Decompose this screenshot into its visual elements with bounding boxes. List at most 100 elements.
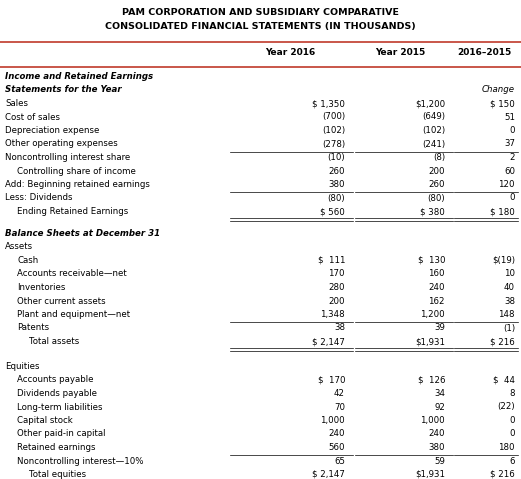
Text: (80): (80) bbox=[427, 194, 445, 203]
Text: $ 2,147: $ 2,147 bbox=[312, 470, 345, 479]
Text: $ 560: $ 560 bbox=[320, 207, 345, 216]
Text: $1,931: $1,931 bbox=[415, 337, 445, 346]
Text: 1,200: 1,200 bbox=[420, 310, 445, 319]
Text: (278): (278) bbox=[322, 139, 345, 148]
Text: 160: 160 bbox=[428, 270, 445, 278]
Text: 40: 40 bbox=[504, 283, 515, 292]
Text: Less: Dividends: Less: Dividends bbox=[5, 194, 72, 203]
Text: $  126: $ 126 bbox=[417, 376, 445, 385]
Text: 38: 38 bbox=[504, 297, 515, 306]
Text: 180: 180 bbox=[499, 443, 515, 452]
Text: 59: 59 bbox=[434, 456, 445, 466]
Text: Total assets: Total assets bbox=[29, 337, 79, 346]
Text: 380: 380 bbox=[428, 443, 445, 452]
Text: $  44: $ 44 bbox=[493, 376, 515, 385]
Text: $1,200: $1,200 bbox=[415, 99, 445, 108]
Text: (1): (1) bbox=[503, 323, 515, 332]
Text: Controlling share of income: Controlling share of income bbox=[17, 167, 136, 175]
Text: 70: 70 bbox=[334, 402, 345, 411]
Text: 10: 10 bbox=[504, 270, 515, 278]
Text: Statements for the Year: Statements for the Year bbox=[5, 85, 121, 94]
Text: Add: Beginning retained earnings: Add: Beginning retained earnings bbox=[5, 180, 150, 189]
Text: (22): (22) bbox=[498, 402, 515, 411]
Text: $(19): $(19) bbox=[492, 256, 515, 265]
Text: 92: 92 bbox=[434, 402, 445, 411]
Text: Depreciation expense: Depreciation expense bbox=[5, 126, 100, 135]
Text: 39: 39 bbox=[434, 323, 445, 332]
Text: (102): (102) bbox=[322, 126, 345, 135]
Text: Retained earnings: Retained earnings bbox=[17, 443, 95, 452]
Text: 2016–2015: 2016–2015 bbox=[457, 48, 511, 57]
Text: 0: 0 bbox=[510, 430, 515, 438]
Text: Ending Retained Earnings: Ending Retained Earnings bbox=[17, 207, 128, 216]
Text: Year 2015: Year 2015 bbox=[375, 48, 425, 57]
Text: (700): (700) bbox=[322, 113, 345, 122]
Text: Equities: Equities bbox=[5, 362, 40, 371]
Text: Long-term liabilities: Long-term liabilities bbox=[17, 402, 103, 411]
Text: Accounts payable: Accounts payable bbox=[17, 376, 93, 385]
Text: (10): (10) bbox=[327, 153, 345, 162]
Text: 51: 51 bbox=[504, 113, 515, 122]
Text: 240: 240 bbox=[428, 430, 445, 438]
Text: 162: 162 bbox=[428, 297, 445, 306]
Text: 0: 0 bbox=[510, 416, 515, 425]
Text: (241): (241) bbox=[422, 139, 445, 148]
Text: Other current assets: Other current assets bbox=[17, 297, 106, 306]
Text: $ 150: $ 150 bbox=[490, 99, 515, 108]
Text: $ 216: $ 216 bbox=[490, 337, 515, 346]
Text: Other paid-in capital: Other paid-in capital bbox=[17, 430, 105, 438]
Text: Total equities: Total equities bbox=[29, 470, 86, 479]
Text: Inventories: Inventories bbox=[17, 283, 65, 292]
Text: 200: 200 bbox=[428, 167, 445, 175]
Text: Sales: Sales bbox=[5, 99, 28, 108]
Text: Balance Sheets at December 31: Balance Sheets at December 31 bbox=[5, 229, 160, 238]
Text: 240: 240 bbox=[329, 430, 345, 438]
Text: Assets: Assets bbox=[5, 242, 33, 251]
Text: Noncontrolling interest—10%: Noncontrolling interest—10% bbox=[17, 456, 143, 466]
Text: Income and Retained Earnings: Income and Retained Earnings bbox=[5, 72, 153, 81]
Text: $ 216: $ 216 bbox=[490, 470, 515, 479]
Text: $ 2,147: $ 2,147 bbox=[312, 337, 345, 346]
Text: 120: 120 bbox=[499, 180, 515, 189]
Text: 0: 0 bbox=[510, 194, 515, 203]
Text: 200: 200 bbox=[329, 297, 345, 306]
Text: Change: Change bbox=[482, 85, 515, 94]
Text: 260: 260 bbox=[329, 167, 345, 175]
Text: PAM CORPORATION AND SUBSIDIARY COMPARATIVE: PAM CORPORATION AND SUBSIDIARY COMPARATI… bbox=[122, 8, 399, 17]
Text: (80): (80) bbox=[327, 194, 345, 203]
Text: Plant and equipment—net: Plant and equipment—net bbox=[17, 310, 130, 319]
Text: Cost of sales: Cost of sales bbox=[5, 113, 60, 122]
Text: $ 1,350: $ 1,350 bbox=[312, 99, 345, 108]
Text: Year 2016: Year 2016 bbox=[265, 48, 315, 57]
Text: 1,000: 1,000 bbox=[420, 416, 445, 425]
Text: 560: 560 bbox=[329, 443, 345, 452]
Text: CONSOLIDATED FINANCIAL STATEMENTS (IN THOUSANDS): CONSOLIDATED FINANCIAL STATEMENTS (IN TH… bbox=[105, 22, 416, 31]
Text: 240: 240 bbox=[428, 283, 445, 292]
Text: 65: 65 bbox=[334, 456, 345, 466]
Text: 42: 42 bbox=[334, 389, 345, 398]
Text: (102): (102) bbox=[422, 126, 445, 135]
Text: $ 380: $ 380 bbox=[420, 207, 445, 216]
Text: 38: 38 bbox=[334, 323, 345, 332]
Text: (649): (649) bbox=[422, 113, 445, 122]
Text: 60: 60 bbox=[504, 167, 515, 175]
Text: Capital stock: Capital stock bbox=[17, 416, 73, 425]
Text: 280: 280 bbox=[329, 283, 345, 292]
Text: 37: 37 bbox=[504, 139, 515, 148]
Text: 0: 0 bbox=[510, 126, 515, 135]
Text: $  111: $ 111 bbox=[317, 256, 345, 265]
Text: Dividends payable: Dividends payable bbox=[17, 389, 97, 398]
Text: 148: 148 bbox=[499, 310, 515, 319]
Text: 170: 170 bbox=[329, 270, 345, 278]
Text: $  130: $ 130 bbox=[417, 256, 445, 265]
Text: 6: 6 bbox=[510, 456, 515, 466]
Text: $1,931: $1,931 bbox=[415, 470, 445, 479]
Text: (8): (8) bbox=[433, 153, 445, 162]
Text: Patents: Patents bbox=[17, 323, 49, 332]
Text: $ 180: $ 180 bbox=[490, 207, 515, 216]
Text: 34: 34 bbox=[434, 389, 445, 398]
Text: 1,348: 1,348 bbox=[320, 310, 345, 319]
Text: 8: 8 bbox=[510, 389, 515, 398]
Text: 260: 260 bbox=[428, 180, 445, 189]
Text: $  170: $ 170 bbox=[317, 376, 345, 385]
